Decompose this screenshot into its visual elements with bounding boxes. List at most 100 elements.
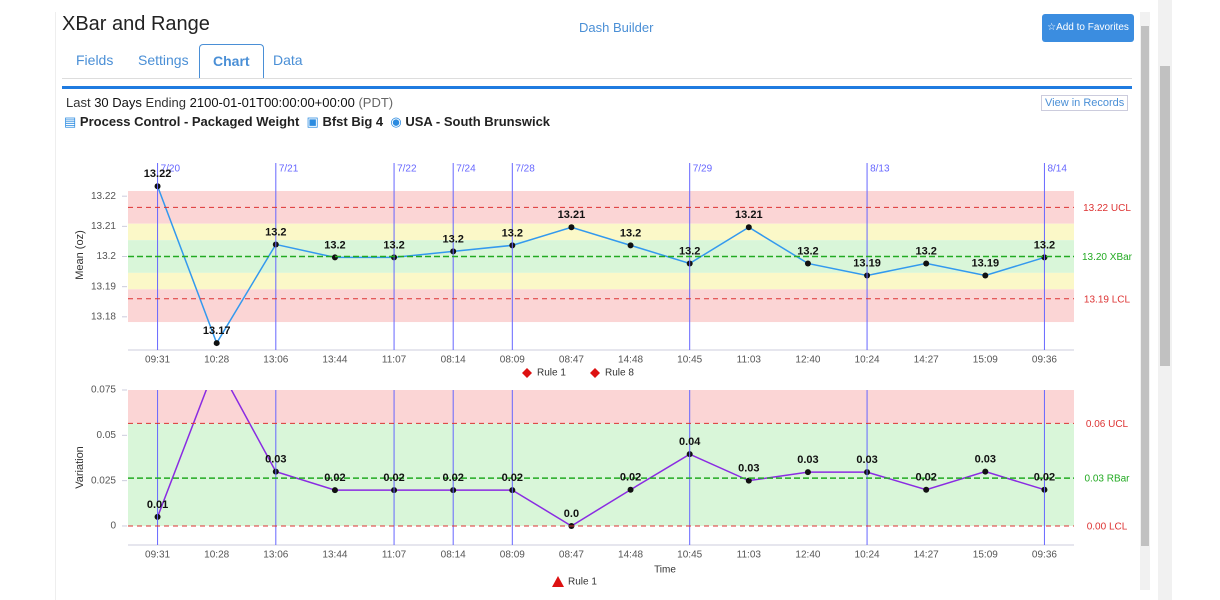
data-point [923,260,930,267]
view-records[interactable]: View in Records [1041,95,1129,111]
x-tick-label: 13:06 [263,355,288,366]
data-point [627,242,634,249]
process: Process Control - Packaged Weight [79,114,300,129]
x-tick-label: 08:09 [500,550,525,561]
y-axis-title: Variation [74,446,86,489]
x-tick-label: 10:24 [855,550,880,561]
date-marker-label: 7/29 [693,164,713,175]
y-tick-label: 13.22 [91,191,116,202]
zone [128,223,1074,241]
data-point [745,224,752,231]
data-label: 13.21 [558,209,586,221]
date-marker-label: 7/22 [397,164,417,175]
favorites-button[interactable]: ☆Add to Favorites [1042,14,1134,42]
x-tick-label: 13:44 [322,550,347,561]
outer-scrollbar[interactable] [1158,0,1172,600]
x-tick-label: 10:45 [677,550,702,561]
filter-prefix: Last [66,95,91,110]
filter-line: Last 30 Days Ending 2100-01-01T00:00:00+… [66,95,393,110]
control-label: 0.06 UCL [1086,419,1129,430]
control-label: 0.00 LCL [1087,522,1128,533]
data-label: 0.02 [442,472,463,484]
date-marker-label: 7/28 [515,164,535,175]
data-label: 0.0 [564,508,579,520]
x-tick-label: 13:44 [322,355,347,366]
x-tick-label: 09:31 [145,355,170,366]
x-tick-label: 11:07 [382,550,407,561]
data-point [213,340,220,347]
inner-scrollbar[interactable] [1140,12,1150,590]
series-line [156,185,1045,345]
data-point [923,486,930,493]
tab[interactable]: Fields [76,52,114,68]
legend-label: Rule 8 [605,368,634,379]
y-tick-label: 13.18 [91,311,116,322]
data-label: 0.03 [797,454,818,466]
tab-accent [62,86,1132,89]
data-point [627,486,634,493]
data-label: 13.2 [324,239,345,251]
x-tick-label: 10:28 [204,550,229,561]
data-point [804,260,811,267]
legend-label: Rule 1 [537,368,566,379]
legend-symbol [590,368,600,378]
x-tick-label: 14:48 [618,355,643,366]
legend-symbol [552,576,564,587]
location: USA - South Brunswick [405,114,551,129]
x-tick-label: 08:09 [500,355,525,366]
data-label: 13.19 [972,257,1000,269]
date-marker-label: 7/20 [161,164,181,175]
icon: ◉ [390,114,402,129]
y-axis-title: Mean (oz) [74,230,86,280]
x-axis-title: Time [654,565,676,576]
control-label: 13.19 LCL [1084,294,1131,305]
x-tick-label: 11:07 [382,355,407,366]
data-label: 0.03 [856,454,877,466]
date-marker-label: 8/13 [870,164,890,175]
x-tick-label: 12:40 [795,550,820,561]
tab[interactable]: Chart [199,44,264,79]
data-point [804,469,811,476]
x-tick-label: 14:48 [618,550,643,561]
y-tick-label: 13.19 [91,281,116,292]
y-tick-label: 0.075 [91,385,116,396]
plot [128,390,1074,529]
data-label: 13.2 [502,227,523,239]
data-label: 0.02 [383,472,404,484]
icon: ▣ [306,114,319,129]
scroll-thumb[interactable] [1160,66,1170,366]
data-point [331,487,338,494]
data-label: 0.02 [502,472,523,484]
y-tick-label: 13.2 [97,251,117,262]
tab[interactable]: Settings [138,52,189,68]
x-tick-label: 09:36 [1032,550,1057,561]
x-tick-label: 14:27 [914,550,939,561]
tab-rule [62,78,1132,79]
zone [128,272,1074,290]
x-tick-label: 15:09 [973,355,998,366]
tab[interactable]: Data [273,52,303,68]
control-label: 13.22 UCL [1083,203,1131,214]
date-marker-label: 7/21 [279,164,299,175]
product: Bfst Big 4 [322,114,384,129]
data-point [745,477,752,484]
x-tick-label: 10:24 [855,355,880,366]
x-tick-label: 15:09 [973,550,998,561]
scroll-thumb[interactable] [1141,26,1149,546]
data-point [331,254,338,261]
data-point [982,468,989,475]
data-label: 0.01 [147,499,168,511]
data-label: 13.19 [853,257,881,269]
data-label: 13.21 [735,209,763,221]
data-label: 0.03 [975,453,996,465]
x-tick-label: 10:45 [677,355,702,366]
zone [128,390,1074,424]
y-tick-label: 13.21 [91,221,116,232]
dash-builder-link[interactable]: Dash Builder [579,20,654,35]
x-tick-label: 13:06 [263,550,288,561]
x-tick-label: 11:03 [737,550,762,561]
data-label: 13.2 [679,245,700,257]
left-margin [0,0,55,600]
